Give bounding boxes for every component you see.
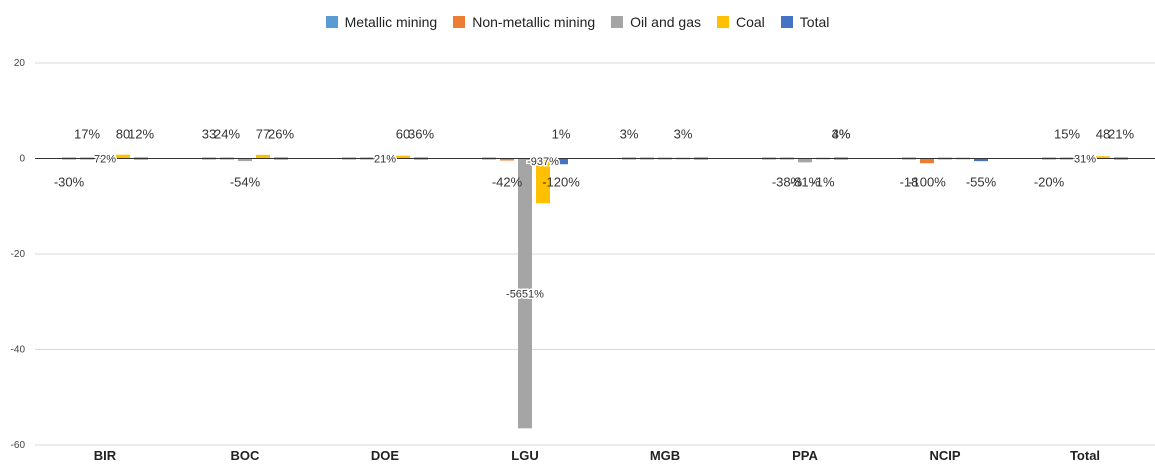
legend-item: Non-metallic mining: [453, 14, 595, 30]
bar: [920, 158, 934, 164]
legend-label: Metallic mining: [344, 14, 438, 30]
legend-label: Non-metallic mining: [472, 14, 596, 30]
data-label: 3%: [832, 127, 851, 142]
data-label: 60: [396, 127, 410, 142]
x-axis: BIR BOC DOE LGU MGB PPA NCIP Total: [94, 448, 1100, 463]
data-label: 21%: [374, 154, 396, 166]
bar: [256, 154, 270, 159]
x-tick-label: BOC: [231, 448, 261, 463]
bar: [98, 155, 112, 159]
data-label: 77: [256, 127, 270, 142]
legend-label: Total: [799, 14, 830, 30]
data-label: 17%: [74, 127, 100, 142]
bar: [536, 158, 550, 204]
bar: [554, 158, 568, 165]
data-label: 48: [1096, 127, 1110, 142]
data-label: 12%: [128, 127, 154, 142]
data-label: -81%: [790, 175, 821, 190]
legend-item: Oil and gas: [611, 14, 701, 30]
data-label: 72%: [94, 154, 116, 166]
y-axis: 20 0 -20 -40 -60: [11, 58, 26, 451]
data-label: 26%: [268, 127, 294, 142]
legend-swatch: [325, 16, 338, 28]
data-label: 4%: [832, 127, 851, 142]
bar: [396, 155, 410, 159]
data-label: -38%: [772, 175, 803, 190]
bars: [62, 154, 1128, 429]
data-label: -42%: [492, 175, 523, 190]
x-tick-label: DOE: [371, 448, 400, 463]
bar: [238, 158, 252, 162]
data-label: -100%: [908, 175, 946, 190]
legend-swatch: [780, 16, 793, 28]
data-label: 31%: [1074, 154, 1096, 166]
data-label: -54%: [230, 175, 261, 190]
legend-label: Coal: [735, 14, 765, 30]
data-labels: -30% 33 3% -18 -20% 17% 24% -42% -38% -100% 15% 72%…: [54, 127, 1135, 302]
bar: [1096, 156, 1110, 159]
bar: [518, 158, 532, 429]
data-label: -120%: [542, 175, 580, 190]
x-tick-label: LGU: [511, 448, 538, 463]
x-tick-label: PPA: [792, 448, 818, 463]
y-tick-label: 0: [19, 154, 25, 165]
data-label: 15%: [1054, 127, 1080, 142]
bar: [500, 158, 514, 161]
bar: [116, 154, 130, 159]
data-label: 24%: [214, 127, 240, 142]
legend-item: Coal: [716, 14, 765, 30]
gridlines: [35, 62, 1155, 446]
y-tick-label: 20: [14, 58, 26, 69]
data-label: 33: [202, 127, 216, 142]
data-label: 3%: [620, 127, 639, 142]
legend-label: Oil and gas: [630, 14, 701, 30]
data-label: -18: [900, 175, 919, 190]
data-label: -1%: [811, 175, 835, 190]
data-label: -20%: [1034, 175, 1065, 190]
y-tick-label: -60: [11, 440, 26, 451]
legend-swatch: [453, 16, 466, 28]
x-tick-label: BIR: [94, 448, 117, 463]
data-label: -937%: [527, 156, 559, 168]
data-label: 1%: [552, 127, 571, 142]
y-tick-label: -20: [11, 249, 26, 260]
y-tick-label: -40: [11, 345, 26, 356]
legend-swatch: [716, 16, 729, 28]
x-tick-label: MGB: [650, 448, 680, 463]
legend-swatch: [611, 16, 624, 28]
data-label: 36%: [408, 127, 434, 142]
data-label: 80: [116, 127, 130, 142]
data-label: -55%: [966, 175, 997, 190]
x-tick-label: Total: [1070, 448, 1100, 463]
x-tick-label: NCIP: [929, 448, 960, 463]
data-label: -5651%: [506, 288, 544, 300]
legend-item: Total: [780, 14, 830, 30]
chart-legend: Metallic mining Non-metallic mining Oil an…: [0, 10, 1155, 34]
data-label: 21%: [1108, 127, 1134, 142]
data-label: -30%: [54, 175, 85, 190]
bar: [798, 158, 812, 163]
bar: [974, 158, 988, 162]
legend-item: Metallic mining: [325, 14, 438, 30]
data-label: 3%: [674, 127, 693, 142]
